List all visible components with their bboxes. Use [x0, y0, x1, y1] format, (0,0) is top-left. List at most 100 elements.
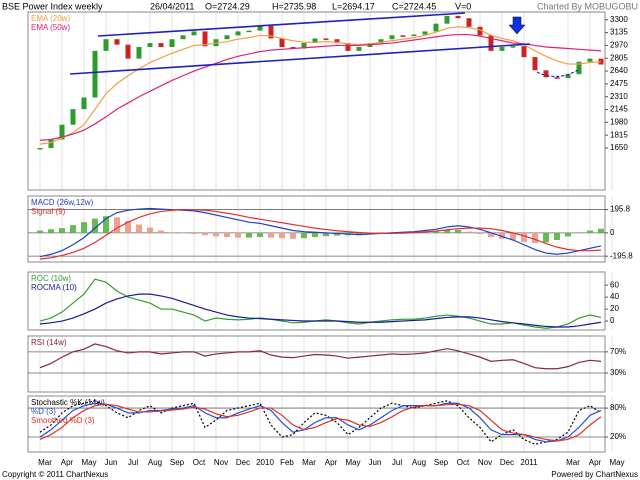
histogram-bar — [466, 231, 472, 233]
panel-frame — [27, 271, 606, 331]
histogram-bar — [433, 231, 439, 233]
histogram-bar — [279, 232, 285, 239]
histogram-bar — [554, 232, 560, 240]
histogram-bar — [81, 222, 87, 233]
histogram-bar — [37, 230, 43, 233]
y-tick-label: 3135 — [610, 28, 628, 37]
candle — [301, 43, 307, 49]
y-tick-label: 2310 — [610, 92, 628, 101]
x-tick-label: Apr — [589, 458, 602, 467]
histogram-bar — [587, 230, 593, 233]
histogram-bar — [312, 232, 318, 238]
series-line — [39, 33, 602, 141]
x-tick-label: Aug — [412, 458, 426, 467]
candle — [125, 44, 131, 59]
candle — [433, 23, 439, 32]
histogram-bar — [213, 232, 219, 237]
candle — [576, 61, 582, 75]
x-tick-label: Nov — [478, 458, 492, 467]
candle — [532, 57, 538, 71]
x-tick-label: Jul — [128, 458, 138, 467]
footer-copyright: Copyright © 2011 ChartNexus — [2, 470, 108, 479]
candle — [477, 26, 483, 36]
y-tick-label: 80% — [610, 403, 626, 412]
x-tick-label: May — [609, 458, 624, 467]
x-tick-label: Dec — [236, 458, 250, 467]
candle — [103, 39, 109, 51]
candle — [598, 58, 604, 65]
x-tick-label: Sep — [434, 458, 449, 467]
y-tick-label: 1650 — [610, 143, 628, 152]
candle — [455, 15, 461, 19]
histogram-bar — [180, 232, 186, 234]
series-line — [39, 293, 602, 328]
candle — [411, 34, 417, 37]
legend-entry: Signal (9) — [31, 207, 66, 216]
candle — [59, 124, 65, 140]
x-tick-label: 2011 — [520, 458, 538, 467]
y-tick-label: 60 — [610, 280, 619, 289]
arrow — [508, 16, 526, 35]
candle — [290, 46, 296, 49]
x-tick-label: Feb — [280, 458, 294, 467]
x-tick-label: Jun — [369, 458, 382, 467]
histogram-bar — [543, 232, 549, 243]
series-line — [39, 400, 602, 445]
y-tick-label: 2805 — [610, 53, 628, 62]
histogram-bar — [92, 218, 98, 233]
histogram-bar — [158, 230, 164, 233]
y-tick-label: 1980 — [610, 117, 628, 126]
y-tick-label: -195.8 — [610, 251, 633, 260]
y-tick-label: 2970 — [610, 41, 628, 50]
y-tick-label: 2640 — [610, 66, 628, 75]
histogram-bar — [136, 224, 142, 233]
x-tick-label: Mar — [38, 458, 52, 467]
candle — [565, 74, 571, 79]
candle — [444, 15, 450, 24]
x-tick-label: Oct — [457, 458, 470, 467]
candle — [202, 31, 208, 47]
trend-line — [97, 12, 466, 37]
candle — [422, 31, 428, 35]
legend-entry: ROC (10w) — [31, 274, 71, 283]
candle — [169, 39, 175, 47]
candle — [92, 50, 98, 98]
legend-entry: ROCMA (10) — [31, 283, 77, 292]
x-tick-label: 2010 — [256, 458, 274, 467]
candle — [48, 139, 54, 149]
histogram-bar — [48, 229, 54, 233]
layers: Mar Apr May Jun Jul Aug Sep Oct Nov Dec 2010 Feb Mar… — [27, 11, 633, 467]
candle — [246, 30, 252, 33]
candle — [378, 39, 384, 44]
candle — [235, 31, 241, 36]
histogram-bar — [224, 232, 230, 238]
histogram-bar — [301, 232, 307, 239]
legend-entry: Smoothed %D (3) — [31, 416, 95, 425]
footer-powered: Powered by ChartNexus — [551, 470, 638, 479]
x-tick-label: Nov — [214, 458, 228, 467]
histogram-bar — [477, 232, 483, 235]
y-tick-label: 30% — [610, 368, 626, 377]
candle — [158, 43, 164, 47]
x-tick-label: Dec — [500, 458, 514, 467]
histogram-bar — [191, 232, 197, 235]
histogram-bar — [510, 232, 516, 240]
candle — [499, 46, 505, 51]
header-low: L=2694.17 — [332, 1, 375, 11]
series-line — [39, 209, 602, 260]
pattern-arc — [536, 69, 579, 78]
candle — [268, 25, 274, 39]
header-high: H=2735.98 — [272, 1, 316, 11]
legend-entry: EMA (50w) — [31, 23, 70, 32]
series-line — [39, 343, 602, 370]
x-tick-label: Jun — [105, 458, 118, 467]
candle — [224, 35, 230, 40]
legend-entry: %D (3) — [31, 407, 56, 416]
legend-entry: EMA (20w) — [31, 14, 70, 23]
histogram-bar — [103, 216, 109, 233]
candle — [180, 35, 186, 40]
x-tick-label: May — [345, 458, 360, 467]
histogram-bar — [125, 220, 131, 233]
trend-line — [69, 43, 531, 75]
